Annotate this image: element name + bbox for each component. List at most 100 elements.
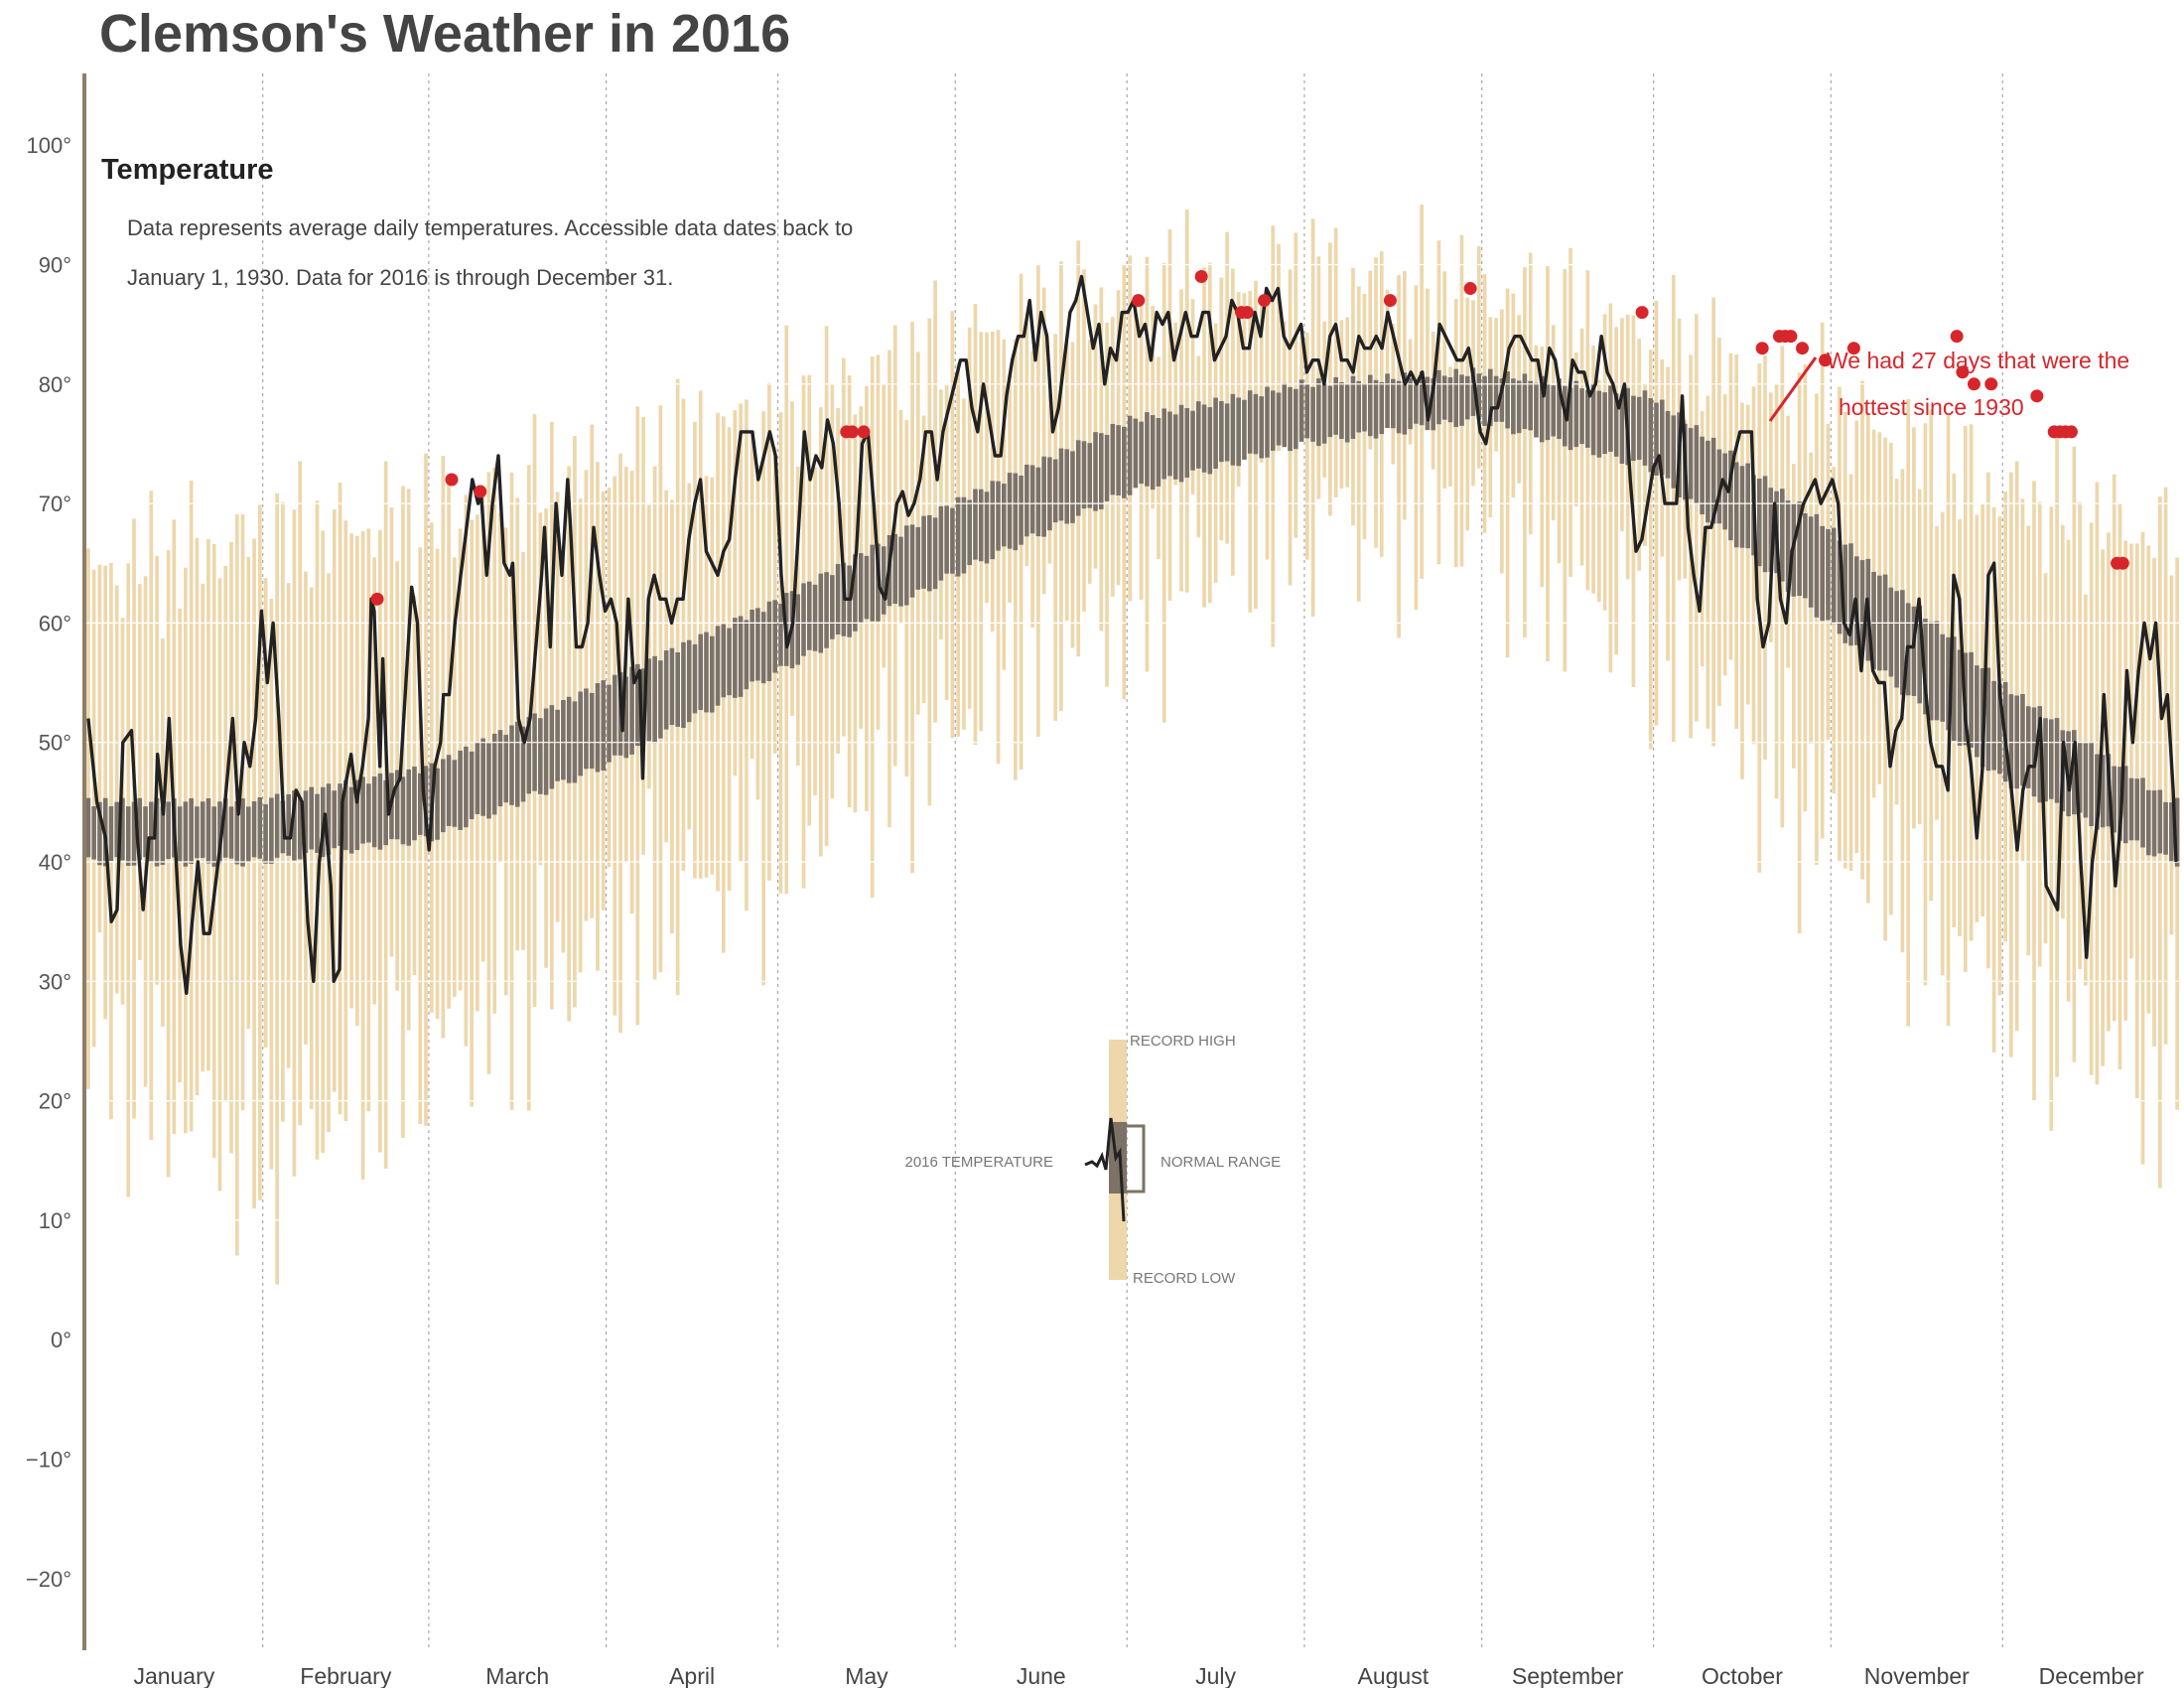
record-range-bar [1013, 339, 1018, 780]
normal-range-bar [1350, 375, 1356, 439]
record-range-bar [1294, 232, 1298, 538]
record-range-bar [1602, 314, 1607, 611]
record-range-bar [1184, 210, 1189, 593]
record-range-bar [1505, 288, 1510, 658]
record-range-bar [2140, 531, 2145, 1165]
normal-range-bar [1344, 384, 1350, 443]
record-hot-dot [1819, 353, 1833, 367]
normal-range-bar [458, 750, 463, 830]
normal-range-bar [612, 674, 617, 756]
normal-range-bar [1928, 622, 1934, 721]
record-range-bar [269, 599, 274, 1170]
normal-range-bar [623, 676, 629, 759]
normal-range-bar [189, 797, 194, 865]
normal-range-bar [1917, 605, 1922, 704]
normal-range-bar [1414, 379, 1419, 424]
normal-range-bar [2048, 719, 2054, 799]
record-range-bar [114, 585, 119, 994]
normal-range-bar [520, 726, 526, 802]
record-range-bar [1991, 506, 1996, 1053]
record-range-bar [2049, 506, 2054, 1131]
month-label: February [300, 1663, 392, 1688]
normal-range-bar [1219, 400, 1224, 463]
record-range-bar [275, 492, 279, 1285]
normal-range-bar [898, 536, 903, 607]
normal-range-bar [360, 776, 365, 844]
record-range-bar [441, 456, 446, 1039]
normal-range-bar [909, 524, 915, 598]
record-range-bar [1815, 393, 1819, 866]
normal-range-bar [607, 684, 612, 763]
normal-range-bar [2145, 789, 2151, 856]
normal-range-bar [1276, 392, 1282, 446]
normal-range-bar [1402, 372, 1408, 435]
normal-range-bar [1052, 459, 1058, 523]
normal-range-bar [1356, 380, 1362, 433]
record-range-bar [1540, 346, 1545, 588]
normal-range-bar [297, 797, 303, 860]
normal-range-bar [1431, 378, 1435, 431]
normal-range-bar [1579, 388, 1584, 445]
record-range-bar [1316, 256, 1321, 499]
normal-range-bar [715, 626, 721, 706]
normal-range-bar [1024, 464, 1029, 537]
month-label: April [669, 1663, 715, 1688]
record-range-bar [1745, 404, 1750, 705]
record-range-bar [1889, 442, 1893, 915]
record-range-bar [1774, 383, 1779, 799]
normal-range-bar [131, 801, 137, 866]
normal-range-bar [1631, 395, 1636, 462]
normal-range-bar [1568, 387, 1573, 451]
normal-range-bar [2020, 694, 2025, 786]
normal-range-bar [1551, 385, 1557, 437]
normal-range-bar [853, 554, 858, 632]
normal-range-bar [2008, 694, 2014, 789]
normal-range-bar [97, 801, 102, 866]
normal-range-bar [990, 481, 996, 560]
legend-record-low-label: RECORD LOW [1133, 1270, 1236, 1287]
normal-range-bar [1585, 389, 1590, 448]
normal-range-bar [1035, 467, 1041, 537]
record-range-bar [1614, 327, 1618, 655]
record-range-bar [246, 556, 251, 1030]
normal-range-bar [1104, 435, 1110, 501]
normal-range-bar [1951, 636, 1957, 742]
normal-range-bar [1888, 587, 1894, 677]
record-range-bar [1722, 394, 1727, 676]
normal-range-bar [143, 806, 148, 858]
normal-range-bar [932, 517, 938, 590]
normal-range-bar [263, 804, 268, 864]
temperature-line [86, 274, 2178, 995]
normal-range-bar [646, 658, 652, 742]
normal-range-bar [584, 688, 589, 770]
record-range-bar [406, 489, 411, 1031]
record-range-bar [252, 538, 256, 1209]
record-range-bar [1053, 334, 1058, 721]
record-hot-dot [1635, 306, 1649, 320]
record-range-bar [1906, 398, 1911, 1027]
record-range-bar [1792, 464, 1796, 769]
normal-range-bar [1946, 636, 1951, 731]
record-hot-dot [1383, 294, 1397, 308]
normal-range-bar [1780, 489, 1785, 582]
normal-range-bar [1470, 367, 1476, 416]
normal-range-bar [183, 801, 189, 867]
normal-range-bar [1871, 571, 1876, 669]
normal-range-bar [795, 594, 801, 665]
normal-range-bar [269, 797, 274, 864]
normal-range-bar [589, 692, 595, 770]
record-range-bar [985, 332, 989, 604]
record-hot-dot [1956, 365, 1970, 379]
record-range-bar [1024, 322, 1029, 567]
normal-range-bar [733, 618, 738, 698]
record-hot-dot [846, 425, 860, 439]
record-range-bar [1082, 269, 1086, 613]
normal-range-bar [1756, 479, 1762, 567]
normal-range-bar [1826, 528, 1831, 621]
record-range-bar [1751, 386, 1756, 745]
normal-range-bar [1265, 386, 1270, 458]
normal-range-bar [1178, 404, 1184, 483]
record-hot-dot [1950, 330, 1964, 344]
normal-range-bar [1797, 501, 1802, 597]
